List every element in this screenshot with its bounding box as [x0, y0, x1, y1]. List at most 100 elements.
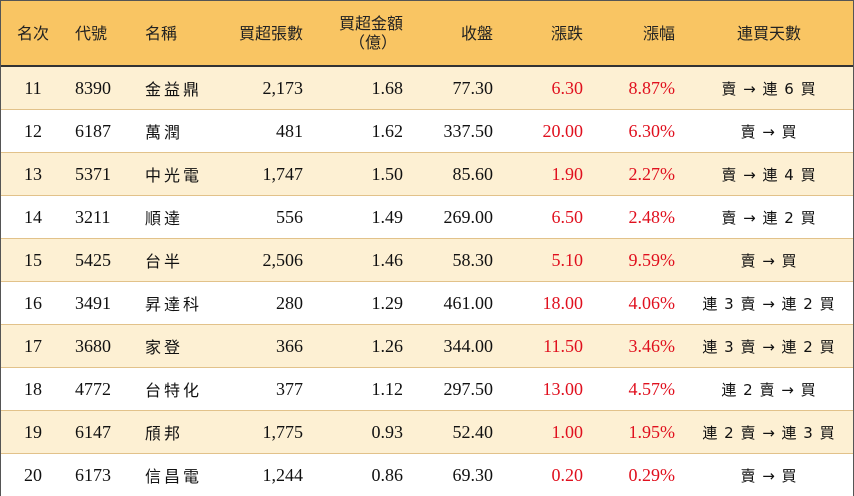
code-cell: 8390: [65, 66, 133, 110]
name-cell: 頎邦: [133, 410, 233, 454]
net-buy-amount-cell: 1.62: [313, 109, 413, 153]
net-buy-lots-cell: 481: [233, 109, 313, 153]
consecutive-days-cell: 賣 → 買: [685, 453, 853, 496]
net-buy-lots-cell: 556: [233, 195, 313, 239]
consecutive-days-cell: 連 2 賣 → 買: [685, 367, 853, 411]
code-cell: 3491: [65, 281, 133, 325]
change-pct-cell: 6.30%: [593, 109, 685, 153]
change-cell: 11.50: [503, 324, 593, 368]
net-buy-lots-cell: 1,747: [233, 152, 313, 196]
close-price-cell: 77.30: [413, 66, 503, 110]
code-cell: 3680: [65, 324, 133, 368]
change-pct-cell: 2.27%: [593, 152, 685, 196]
net-buy-lots-cell: 2,173: [233, 66, 313, 110]
consecutive-days-cell: 連 3 賣 → 連 2 買: [685, 281, 853, 325]
close-price-cell: 344.00: [413, 324, 503, 368]
net-buy-amount-cell: 0.86: [313, 453, 413, 496]
net-buy-lots-cell: 377: [233, 367, 313, 411]
net-buy-amount-cell: 0.93: [313, 410, 413, 454]
rank-cell: 15: [1, 238, 65, 282]
change-pct-cell: 9.59%: [593, 238, 685, 282]
close-price-cell: 52.40: [413, 410, 503, 454]
net-buy-lots-cell: 1,775: [233, 410, 313, 454]
name-cell: 金益鼎: [133, 66, 233, 110]
change-cell: 1.90: [503, 152, 593, 196]
table-header-row: 名次 代號 名稱 買超張數 買超金額 （億） 收盤 漲跌 漲幅 連買天數: [1, 1, 853, 67]
change-cell: 6.30: [503, 66, 593, 110]
net-buy-lots-cell: 1,244: [233, 453, 313, 496]
consecutive-days-cell: 賣 → 買: [685, 109, 853, 153]
rank-cell: 14: [1, 195, 65, 239]
table-row: 15 5425 台半 2,506 1.46 58.30 5.10 9.59% 賣 → 買: [1, 238, 853, 282]
change-cell: 18.00: [503, 281, 593, 325]
close-price-cell: 69.30: [413, 453, 503, 496]
name-cell: 台半: [133, 238, 233, 282]
rank-cell: 17: [1, 324, 65, 368]
code-cell: 3211: [65, 195, 133, 239]
header-name: 名稱: [133, 1, 233, 67]
code-cell: 6147: [65, 410, 133, 454]
close-price-cell: 337.50: [413, 109, 503, 153]
header-consecutive-days: 連買天數: [685, 1, 853, 67]
net-buy-amount-cell: 1.46: [313, 238, 413, 282]
close-price-cell: 461.00: [413, 281, 503, 325]
name-cell: 中光電: [133, 152, 233, 196]
header-net-buy-amount-line2: （億）: [348, 33, 397, 52]
table-row: 20 6173 信昌電 1,244 0.86 69.30 0.20 0.29% 賣 → 買: [1, 453, 853, 496]
name-cell: 家登: [133, 324, 233, 368]
net-buy-amount-cell: 1.68: [313, 66, 413, 110]
change-cell: 1.00: [503, 410, 593, 454]
consecutive-days-cell: 連 2 賣 → 連 3 買: [685, 410, 853, 454]
table-row: 11 8390 金益鼎 2,173 1.68 77.30 6.30 8.87% 賣 → 連 6 …: [1, 66, 853, 110]
close-price-cell: 58.30: [413, 238, 503, 282]
change-cell: 5.10: [503, 238, 593, 282]
header-net-buy-amount: 買超金額 （億）: [313, 1, 413, 67]
close-price-cell: 85.60: [413, 152, 503, 196]
table-row: 13 5371 中光電 1,747 1.50 85.60 1.90 2.27% 賣 → 連 4 …: [1, 152, 853, 196]
header-close: 收盤: [413, 1, 503, 67]
consecutive-days-cell: 賣 → 買: [685, 238, 853, 282]
header-net-buy-amount-line1: 買超金額: [338, 14, 403, 33]
net-buy-amount-cell: 1.12: [313, 367, 413, 411]
consecutive-days-cell: 賣 → 連 6 買: [685, 66, 853, 110]
header-code: 代號: [65, 1, 133, 67]
code-cell: 5371: [65, 152, 133, 196]
change-pct-cell: 1.95%: [593, 410, 685, 454]
rank-cell: 18: [1, 367, 65, 411]
name-cell: 萬潤: [133, 109, 233, 153]
rank-cell: 12: [1, 109, 65, 153]
header-change: 漲跌: [503, 1, 593, 67]
net-buy-amount-cell: 1.29: [313, 281, 413, 325]
name-cell: 台特化: [133, 367, 233, 411]
consecutive-days-cell: 賣 → 連 2 買: [685, 195, 853, 239]
header-net-buy-lots: 買超張數: [233, 1, 313, 67]
net-buy-amount-cell: 1.50: [313, 152, 413, 196]
table-row: 16 3491 昇達科 280 1.29 461.00 18.00 4.06% 連 3 賣 → …: [1, 281, 853, 325]
table-row: 18 4772 台特化 377 1.12 297.50 13.00 4.57% 連 2 賣 → …: [1, 367, 853, 411]
net-buy-lots-cell: 366: [233, 324, 313, 368]
net-buy-amount-cell: 1.26: [313, 324, 413, 368]
consecutive-days-cell: 連 3 賣 → 連 2 買: [685, 324, 853, 368]
net-buy-lots-cell: 2,506: [233, 238, 313, 282]
table-row: 14 3211 順達 556 1.49 269.00 6.50 2.48% 賣 → 連 2 買: [1, 195, 853, 239]
name-cell: 順達: [133, 195, 233, 239]
change-pct-cell: 3.46%: [593, 324, 685, 368]
rank-cell: 11: [1, 66, 65, 110]
net-buy-lots-cell: 280: [233, 281, 313, 325]
header-change-pct: 漲幅: [593, 1, 685, 67]
name-cell: 信昌電: [133, 453, 233, 496]
code-cell: 6173: [65, 453, 133, 496]
close-price-cell: 269.00: [413, 195, 503, 239]
change-pct-cell: 8.87%: [593, 66, 685, 110]
net-buy-amount-cell: 1.49: [313, 195, 413, 239]
rank-cell: 20: [1, 453, 65, 496]
change-pct-cell: 4.06%: [593, 281, 685, 325]
rank-cell: 13: [1, 152, 65, 196]
close-price-cell: 297.50: [413, 367, 503, 411]
change-cell: 20.00: [503, 109, 593, 153]
change-pct-cell: 0.29%: [593, 453, 685, 496]
table-row: 19 6147 頎邦 1,775 0.93 52.40 1.00 1.95% 連 2 賣 → 連…: [1, 410, 853, 454]
change-cell: 13.00: [503, 367, 593, 411]
table-body: 11 8390 金益鼎 2,173 1.68 77.30 6.30 8.87% 賣 → 連 6 …: [1, 66, 853, 496]
